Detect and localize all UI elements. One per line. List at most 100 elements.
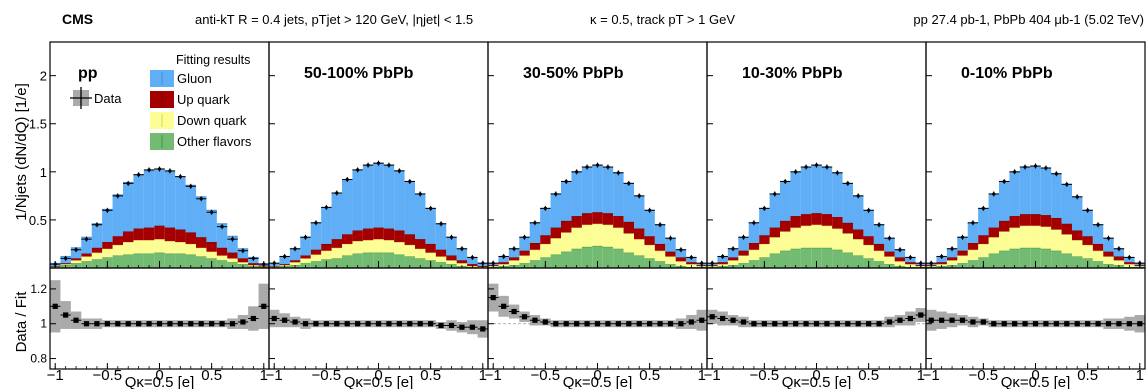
up-bar xyxy=(550,227,561,239)
ratio-point xyxy=(94,321,100,327)
gluon-bar xyxy=(571,171,582,217)
ratio-point xyxy=(52,303,58,309)
gluon-bar xyxy=(300,237,311,256)
data-point xyxy=(595,163,600,167)
down-bar xyxy=(748,249,760,261)
up-bar xyxy=(780,220,791,232)
gluon-bar xyxy=(133,174,144,229)
gluon-bar xyxy=(425,208,436,244)
other-bar xyxy=(853,255,864,268)
gluon-bar xyxy=(717,256,728,263)
data-point xyxy=(178,175,182,179)
other-bar xyxy=(1092,261,1104,268)
ratio-point xyxy=(542,319,548,325)
up-bar xyxy=(123,231,134,243)
down-bar xyxy=(1051,229,1062,251)
down-bar xyxy=(999,231,1010,251)
up-bar xyxy=(634,228,645,240)
ratio-point xyxy=(438,322,444,329)
x-axis-label: Qκ=0.5 [e] xyxy=(344,374,414,389)
ratio-point xyxy=(198,321,204,327)
ratio-point xyxy=(344,321,350,327)
data-point xyxy=(940,254,944,259)
data-point xyxy=(814,163,819,167)
data-point xyxy=(449,235,454,239)
gluon-bar xyxy=(853,195,864,230)
gluon-bar xyxy=(634,195,645,229)
gluon-bar xyxy=(102,209,113,243)
data-point xyxy=(898,248,902,252)
up-bar xyxy=(362,228,374,241)
gluon-bar xyxy=(362,165,374,229)
down-bar xyxy=(946,260,958,266)
up-bar xyxy=(571,216,582,228)
up-bar xyxy=(561,220,572,233)
up-bar xyxy=(821,214,833,226)
ratio-axis-label: Data / Fit xyxy=(13,291,30,353)
other-bar xyxy=(362,252,374,268)
gluon-bar xyxy=(675,249,687,258)
ratio-point xyxy=(845,321,851,327)
other-bar xyxy=(404,256,415,268)
other-bar xyxy=(1061,253,1072,268)
ratio-point xyxy=(271,315,277,322)
ratio-y-tick-label: 1.2 xyxy=(30,282,47,296)
legend-up-label: Up quark xyxy=(177,92,230,107)
gluon-bar xyxy=(873,224,885,244)
data-point xyxy=(345,177,349,182)
ratio-point xyxy=(928,317,934,323)
up-bar xyxy=(435,249,447,257)
other-bar xyxy=(352,253,363,268)
gluon-bar xyxy=(800,167,812,215)
ratio-point xyxy=(855,321,861,327)
gluon-bar xyxy=(727,248,739,258)
gluon-bar xyxy=(1103,238,1114,252)
x-tick-label: −0.5 xyxy=(312,367,342,384)
ratio-point xyxy=(1001,321,1007,327)
gluon-bar xyxy=(196,196,207,238)
legend-fit-title: Fitting results xyxy=(176,53,250,67)
gluon-bar xyxy=(978,208,989,236)
down-bar xyxy=(571,227,582,249)
gluon-bar xyxy=(561,181,572,221)
down-bar xyxy=(352,241,363,254)
down-bar xyxy=(310,254,322,262)
down-bar xyxy=(988,237,999,254)
data-point xyxy=(366,163,370,167)
other-bar xyxy=(310,261,322,268)
data-point xyxy=(408,179,412,184)
up-bar xyxy=(1030,214,1041,226)
gluon-bar xyxy=(237,248,249,259)
x-axis-label: Qκ=0.5 [e] xyxy=(782,374,852,389)
gluon-bar xyxy=(863,210,874,237)
x-tick-label: 1 xyxy=(260,367,268,384)
jet-selection-label: anti-kT R = 0.4 jets, pTjet > 120 GeV, |… xyxy=(195,12,473,27)
y-tick-label: 0.5 xyxy=(29,213,47,228)
data-point xyxy=(721,254,725,259)
down-bar xyxy=(519,255,530,264)
data-point xyxy=(1013,170,1017,174)
up-bar xyxy=(91,247,103,253)
gluon-bar xyxy=(540,208,551,236)
ratio-point xyxy=(136,321,142,327)
x-tick-label: −1 xyxy=(923,367,940,384)
gluon-bar xyxy=(456,248,468,261)
down-bar xyxy=(832,228,843,250)
data-point xyxy=(606,165,610,169)
up-bar xyxy=(446,255,457,261)
gluon-bar xyxy=(780,181,791,221)
down-bar xyxy=(394,242,405,255)
other-bar xyxy=(1019,247,1031,268)
ratio-point xyxy=(448,322,455,329)
gluon-bar xyxy=(769,193,780,228)
ratio-point xyxy=(761,321,767,327)
data-point xyxy=(877,223,881,227)
up-bar xyxy=(769,227,780,238)
panel-title: pp xyxy=(78,65,98,82)
data-point xyxy=(460,247,464,251)
data-point xyxy=(220,225,224,229)
data-point xyxy=(429,206,433,210)
gluon-bar xyxy=(373,163,384,228)
up-bar xyxy=(404,234,415,245)
down-bar xyxy=(175,242,186,254)
